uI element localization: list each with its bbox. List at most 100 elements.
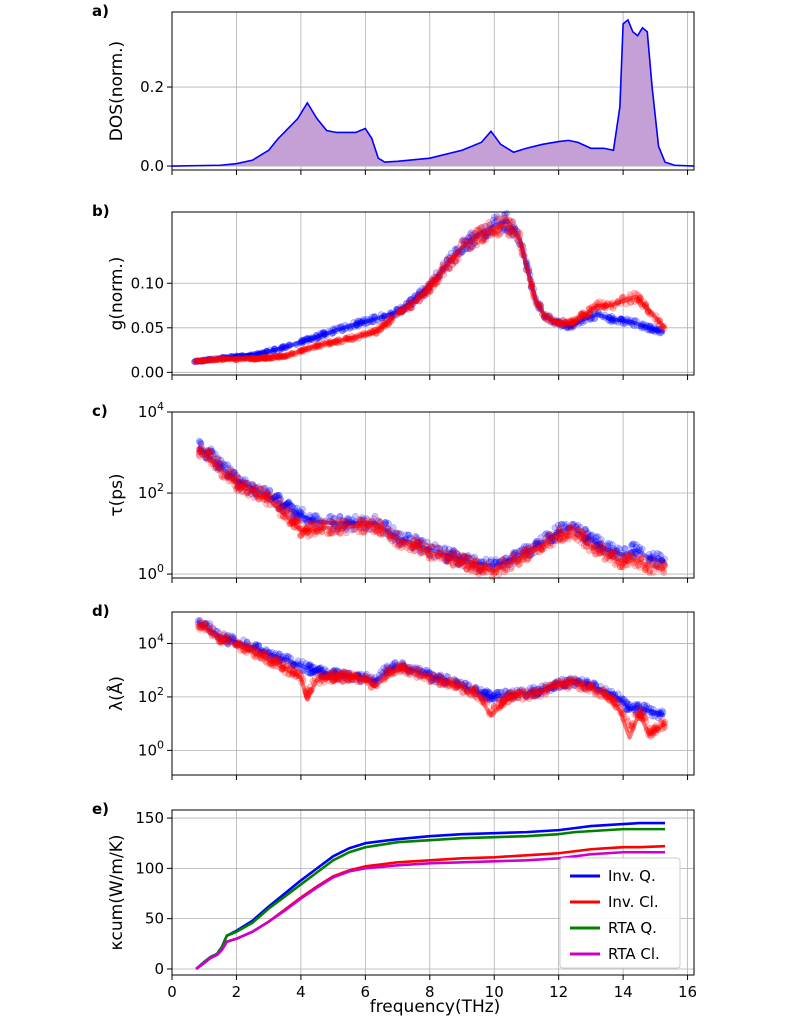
dos-area-fill <box>172 19 694 167</box>
y-tick-label: 100 <box>135 859 164 877</box>
dos-line <box>171 18 695 167</box>
y-tick-label: 104 <box>138 631 164 652</box>
scatter-point <box>566 524 574 531</box>
y-axis-label: κcum(W/m/K) <box>107 835 127 951</box>
y-tick-label: 102 <box>138 685 164 706</box>
scatter-point <box>482 222 490 230</box>
scatter-point <box>447 249 455 257</box>
panel-letter: c) <box>92 402 108 420</box>
scatter-point <box>205 448 213 456</box>
scatter-point <box>468 229 475 236</box>
scatter-point <box>499 228 506 235</box>
scatter-trend-band <box>196 620 666 718</box>
scatter-point <box>510 221 517 229</box>
scatter-point <box>503 217 510 224</box>
scatter-point <box>458 237 466 244</box>
y-tick-label: 104 <box>138 400 164 421</box>
scatter-point <box>631 562 639 570</box>
scatter-point <box>493 231 500 238</box>
x-tick-label: 2 <box>232 983 242 1001</box>
x-tick-label: 12 <box>549 983 568 1001</box>
scatter-point <box>416 550 424 557</box>
scatter-point <box>460 236 467 243</box>
y-tick-label: 100 <box>138 562 164 583</box>
scatter-point <box>494 213 501 220</box>
scatter-point <box>565 685 572 692</box>
axes-frame <box>171 211 695 376</box>
y-axis-label: λ(Å) <box>105 676 127 711</box>
scatter-point <box>480 235 488 242</box>
x-tick-label: 10 <box>485 983 504 1001</box>
scatter-point <box>450 549 458 557</box>
scatter-point <box>469 243 476 251</box>
x-tick-label: 6 <box>361 983 371 1001</box>
x-tick-label: 16 <box>678 983 697 1001</box>
scatter-point <box>398 544 405 551</box>
scatter-point <box>463 566 471 574</box>
scatter-point <box>496 230 504 238</box>
scatter-point <box>628 541 635 549</box>
x-tick-label: 8 <box>425 983 435 1001</box>
scatter-point <box>620 553 628 560</box>
scatter-point <box>490 216 497 224</box>
scatter-point <box>478 223 486 231</box>
scatter-trend-band <box>194 218 666 364</box>
scatter-point <box>635 705 643 712</box>
scatter-point <box>650 557 658 565</box>
scatter-point <box>443 548 450 555</box>
scatter-point <box>507 565 515 573</box>
panel-b: 0.00 0.05 0.10 b) g(norm.) <box>92 202 695 381</box>
scatter-point <box>479 238 486 245</box>
x-axis-label: frequency(THz) <box>370 997 501 1017</box>
panel-e: Inv. Q. Inv. Cl. RTA Q. RTA Cl. 0 2 4 6 8 10 12 14 1… <box>92 800 697 1001</box>
panel-letter: b) <box>92 202 110 220</box>
scatter-point <box>657 552 665 559</box>
panel-letter: e) <box>92 800 109 818</box>
y-axis-label: g(norm.) <box>107 257 127 331</box>
y-tick-label: 0.2 <box>140 78 164 96</box>
scatter-point <box>494 215 501 222</box>
scatter-point <box>574 526 581 533</box>
y-tick-label: 102 <box>138 481 164 502</box>
y-tick-label: 0.00 <box>131 363 164 381</box>
panel-letter: d) <box>92 602 110 620</box>
scatter-point <box>224 461 232 469</box>
scatter-point <box>275 491 283 499</box>
scatter-point <box>336 530 344 537</box>
scatter-point <box>468 243 475 250</box>
scatter-point <box>318 518 326 525</box>
scatter-point <box>417 667 425 674</box>
scatter-point <box>434 543 441 551</box>
scatter-point <box>619 563 627 571</box>
scatter-point <box>466 245 474 252</box>
axes-frame <box>171 11 695 171</box>
y-tick-label: 0.0 <box>140 157 164 175</box>
y-axis-label: DOS(norm.) <box>107 41 127 141</box>
scatter-point <box>370 528 377 536</box>
legend-label: Inv. Q. <box>608 867 656 885</box>
y-axis-label: τ(ps) <box>107 473 127 516</box>
scatter-point <box>467 244 475 251</box>
legend-label: RTA Cl. <box>608 945 660 963</box>
panel-a: 0.0 0.2 a) DOS(norm.) <box>92 2 695 175</box>
x-tick-label: 0 <box>167 983 177 1001</box>
scatter-point <box>249 481 257 489</box>
scatter-point <box>285 498 293 506</box>
scatter-point <box>479 237 486 245</box>
y-tick-label: 0.10 <box>131 274 164 292</box>
x-tick-label: 4 <box>296 983 306 1001</box>
scatter-point <box>485 219 493 226</box>
scatter-point <box>324 530 331 537</box>
scatter-point <box>509 552 516 559</box>
y-tick-label: 0 <box>154 960 164 978</box>
y-tick-label: 50 <box>145 910 164 928</box>
scatter-point <box>459 237 467 245</box>
scatter-point <box>385 664 392 672</box>
legend-label: Inv. Cl. <box>608 893 659 911</box>
y-tick-label: 0.05 <box>131 319 164 337</box>
scatter-point <box>477 224 484 232</box>
y-tick-label: 100 <box>138 738 164 759</box>
scatter-point <box>327 518 335 525</box>
scatter-point <box>276 497 283 505</box>
